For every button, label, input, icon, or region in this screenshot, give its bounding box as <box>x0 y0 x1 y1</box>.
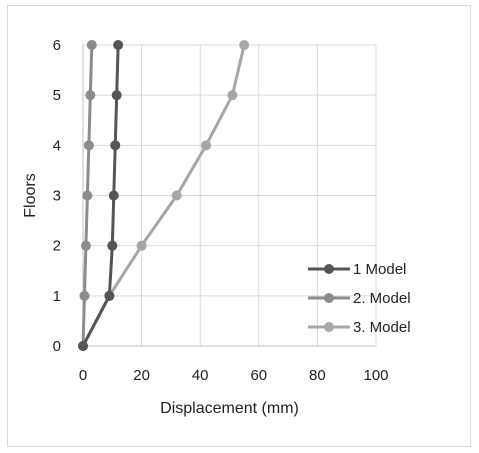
legend-swatch-marker <box>324 322 334 332</box>
data-point <box>136 240 147 251</box>
y-tick-label: 2 <box>53 238 61 255</box>
data-point <box>82 190 93 201</box>
x-tick-label: 60 <box>250 367 267 384</box>
data-point <box>104 290 115 301</box>
series-group <box>78 40 250 351</box>
data-point <box>108 190 119 201</box>
data-point <box>80 240 91 251</box>
data-point <box>201 140 212 151</box>
y-tick-label: 5 <box>53 87 61 104</box>
y-tick-label: 6 <box>53 37 61 54</box>
data-point <box>79 290 90 301</box>
data-point <box>111 90 122 101</box>
x-tick-label: 20 <box>133 367 150 384</box>
x-axis-title: Displacement (mm) <box>160 400 299 417</box>
x-tick-label: 80 <box>309 367 326 384</box>
x-tick-label: 100 <box>363 367 388 384</box>
legend-swatch-marker <box>324 293 334 303</box>
data-point <box>227 90 238 101</box>
data-point <box>110 140 121 151</box>
data-point <box>86 40 97 50</box>
data-point <box>107 240 118 251</box>
y-tick-label: 3 <box>53 188 61 205</box>
y-tick-label: 4 <box>53 137 61 154</box>
y-tick-label: 1 <box>53 288 61 305</box>
legend-label: 2. Model <box>353 290 411 307</box>
legend-label: 1 Model <box>353 261 406 278</box>
data-point <box>171 190 182 201</box>
x-tick-label: 0 <box>79 367 87 384</box>
data-point <box>85 90 96 101</box>
y-tick-label: 0 <box>53 338 61 355</box>
legend: 1 Model 2. Model 3. Model <box>308 261 411 336</box>
data-point <box>113 40 124 50</box>
chart-frame <box>7 5 471 447</box>
data-point <box>78 341 88 351</box>
data-point <box>83 140 94 151</box>
legend-label: 3. Model <box>353 319 411 336</box>
tick-labels: 0 20 40 60 80 100 0 1 2 3 4 5 6 <box>53 37 389 384</box>
legend-swatch-marker <box>324 264 334 274</box>
data-point <box>239 40 250 50</box>
y-axis-title: Floors <box>22 173 39 217</box>
x-tick-label: 40 <box>192 367 209 384</box>
